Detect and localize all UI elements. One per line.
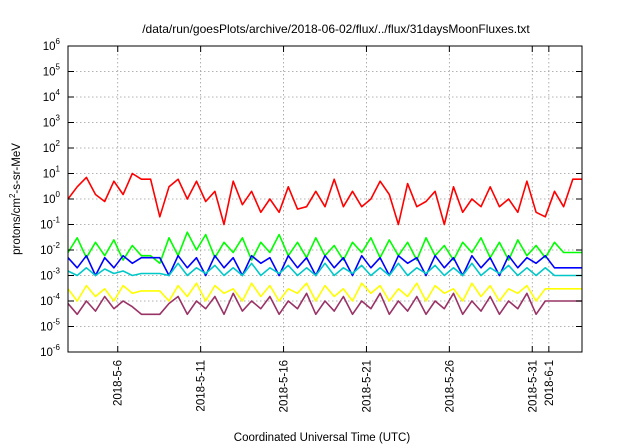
y-axis-label: protons/cm2-s-sr-MeV <box>8 143 23 255</box>
y-tick-base: 10 <box>40 296 53 308</box>
y-tick-base: 10 <box>43 194 56 206</box>
y-tick-label: 10-4 <box>40 292 60 308</box>
x-tick-label: 2018-6-1 <box>544 360 556 406</box>
x-tick-label: 2018-5-6 <box>113 360 125 406</box>
y-axis-label-part2: -s-sr-MeV <box>11 143 23 194</box>
y-tick-label: 10-1 <box>40 216 60 232</box>
y-tick-exponent: -5 <box>53 318 61 327</box>
flux-series-line-4 <box>67 282 582 302</box>
y-tick-label: 10-3 <box>40 267 60 283</box>
chart-title: /data/run/goesPlots/archive/2018-06-02/f… <box>142 22 530 36</box>
flux-series-line-5 <box>67 292 582 316</box>
x-tick-label: 2018-5-16 <box>279 360 291 412</box>
x-tick-layer: 2018-5-6 2018-5-11 2018-5-16 2018-5-21 2018-… <box>113 46 556 412</box>
y-axis-label-sup: 2 <box>8 193 17 198</box>
y-tick-label: 10-2 <box>40 241 60 257</box>
x-axis-label: Coordinated Universal Time (UTC) <box>234 432 411 444</box>
y-tick-base: 10 <box>40 245 53 257</box>
x-tick-label: 2018-5-31 <box>527 360 539 412</box>
y-tick-base: 10 <box>43 143 56 155</box>
y-tick-exponent: -3 <box>53 267 61 276</box>
y-tick-exponent: 1 <box>56 165 61 174</box>
y-tick-exponent: -4 <box>53 292 61 301</box>
y-tick-layer: 10-610-510-410-310-210-11001011021031041… <box>40 37 582 359</box>
y-tick-label: 106 <box>43 37 61 53</box>
y-tick-label: 10-5 <box>40 318 60 334</box>
y-tick-base: 10 <box>40 271 53 283</box>
y-tick-label: 102 <box>43 139 61 155</box>
y-tick-base: 10 <box>43 41 56 53</box>
series-layer <box>67 172 582 316</box>
y-tick-exponent: 3 <box>56 114 61 123</box>
flux-series-line-3 <box>67 262 582 277</box>
y-tick-exponent: 2 <box>56 139 61 148</box>
y-tick-base: 10 <box>43 67 56 79</box>
flux-series-line-0 <box>67 172 582 226</box>
y-tick-base: 10 <box>43 92 56 104</box>
y-tick-exponent: -1 <box>53 216 61 225</box>
y-axis-label-part1: protons/cm <box>11 198 23 255</box>
y-tick-base: 10 <box>43 118 56 130</box>
x-tick-label: 2018-5-21 <box>361 360 373 412</box>
y-tick-exponent: 4 <box>56 88 61 97</box>
x-tick-label: 2018-5-11 <box>196 360 208 412</box>
y-tick-base: 10 <box>40 322 53 334</box>
y-tick-label: 103 <box>43 114 61 130</box>
y-tick-base: 10 <box>40 347 53 359</box>
y-tick-label: 100 <box>43 190 61 206</box>
y-tick-label: 105 <box>43 63 61 79</box>
y-tick-exponent: -2 <box>53 241 61 250</box>
y-tick-exponent: 0 <box>56 190 61 199</box>
x-tick-label: 2018-5-26 <box>444 360 456 412</box>
y-tick-exponent: 6 <box>56 37 61 46</box>
y-tick-base: 10 <box>40 220 53 232</box>
grid-layer <box>68 46 582 352</box>
y-tick-label: 101 <box>43 165 61 181</box>
y-tick-exponent: -6 <box>53 343 61 352</box>
y-tick-label: 10-6 <box>40 343 60 359</box>
flux-series-line-2 <box>67 254 582 277</box>
y-tick-base: 10 <box>43 169 56 181</box>
y-tick-label: 104 <box>43 88 61 104</box>
y-tick-exponent: 5 <box>56 63 61 72</box>
flux-series-line-1 <box>67 231 582 265</box>
